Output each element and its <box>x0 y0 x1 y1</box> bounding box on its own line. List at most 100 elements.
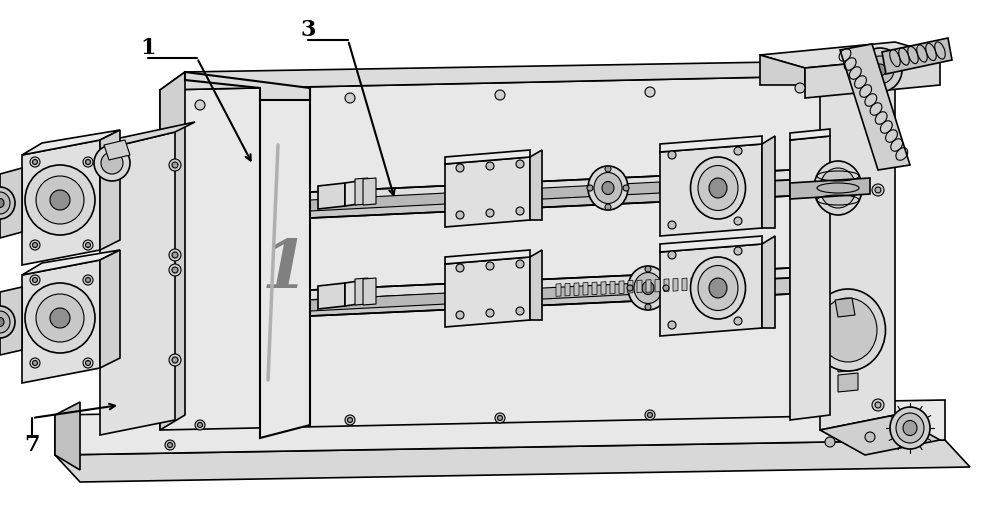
Circle shape <box>645 266 651 272</box>
Polygon shape <box>445 157 530 227</box>
Circle shape <box>495 90 505 100</box>
Text: 1: 1 <box>140 37 156 59</box>
Circle shape <box>734 247 742 255</box>
Circle shape <box>456 264 464 272</box>
Polygon shape <box>660 144 762 236</box>
Circle shape <box>456 211 464 219</box>
Polygon shape <box>673 278 678 291</box>
Polygon shape <box>310 180 790 218</box>
Circle shape <box>165 440 175 450</box>
Circle shape <box>83 358 93 368</box>
Circle shape <box>83 240 93 250</box>
Circle shape <box>345 93 355 103</box>
Circle shape <box>668 321 676 329</box>
Polygon shape <box>100 250 120 368</box>
Polygon shape <box>363 278 376 305</box>
Text: 1: 1 <box>262 237 308 303</box>
Polygon shape <box>530 150 542 220</box>
Circle shape <box>498 416 503 420</box>
Circle shape <box>33 160 38 164</box>
Polygon shape <box>55 440 970 482</box>
Circle shape <box>874 64 886 76</box>
Ellipse shape <box>890 407 930 449</box>
Circle shape <box>623 185 629 191</box>
Polygon shape <box>55 400 945 455</box>
Ellipse shape <box>588 166 628 210</box>
Circle shape <box>495 413 505 423</box>
Polygon shape <box>310 170 790 202</box>
Polygon shape <box>310 268 790 300</box>
Circle shape <box>25 165 95 235</box>
Text: 3: 3 <box>300 19 316 41</box>
Circle shape <box>875 402 881 408</box>
Circle shape <box>645 87 655 97</box>
Circle shape <box>872 399 884 411</box>
Circle shape <box>486 162 494 170</box>
Circle shape <box>168 443 173 448</box>
Circle shape <box>668 221 676 229</box>
Polygon shape <box>160 60 895 90</box>
Polygon shape <box>790 178 870 199</box>
Circle shape <box>198 422 203 427</box>
Polygon shape <box>592 282 597 295</box>
Polygon shape <box>691 278 696 291</box>
Polygon shape <box>530 250 542 320</box>
Circle shape <box>50 190 70 210</box>
Polygon shape <box>445 150 530 164</box>
Polygon shape <box>682 278 687 291</box>
Polygon shape <box>601 282 606 294</box>
Polygon shape <box>700 277 705 290</box>
Ellipse shape <box>810 289 886 371</box>
Circle shape <box>865 432 875 442</box>
Circle shape <box>86 160 91 164</box>
Polygon shape <box>820 415 940 455</box>
Circle shape <box>516 207 524 215</box>
Circle shape <box>516 307 524 315</box>
Ellipse shape <box>0 311 10 333</box>
Circle shape <box>83 275 93 285</box>
Circle shape <box>50 308 70 328</box>
Ellipse shape <box>594 172 622 203</box>
Polygon shape <box>355 178 368 205</box>
Circle shape <box>663 285 669 291</box>
Polygon shape <box>345 280 365 306</box>
Circle shape <box>101 152 123 174</box>
Circle shape <box>605 166 611 172</box>
Circle shape <box>30 240 40 250</box>
Polygon shape <box>619 281 624 294</box>
Circle shape <box>86 277 91 282</box>
Polygon shape <box>565 283 570 296</box>
Circle shape <box>797 410 802 415</box>
Polygon shape <box>104 140 130 160</box>
Polygon shape <box>445 257 530 327</box>
Circle shape <box>516 260 524 268</box>
Circle shape <box>172 357 178 363</box>
Circle shape <box>698 282 702 287</box>
Circle shape <box>94 145 130 181</box>
Polygon shape <box>55 402 80 470</box>
Circle shape <box>866 56 894 84</box>
Circle shape <box>30 358 40 368</box>
Circle shape <box>875 97 881 103</box>
Polygon shape <box>882 38 952 74</box>
Polygon shape <box>820 45 930 70</box>
Polygon shape <box>22 140 100 265</box>
Polygon shape <box>835 298 855 317</box>
Polygon shape <box>0 168 22 238</box>
Circle shape <box>30 275 40 285</box>
Polygon shape <box>760 42 940 68</box>
Ellipse shape <box>0 306 15 338</box>
Circle shape <box>668 251 676 259</box>
Circle shape <box>345 415 355 425</box>
Ellipse shape <box>698 165 738 210</box>
Circle shape <box>486 262 494 270</box>
Circle shape <box>668 151 676 159</box>
Circle shape <box>905 427 915 437</box>
Polygon shape <box>660 236 762 252</box>
Ellipse shape <box>602 182 614 195</box>
Polygon shape <box>318 283 345 309</box>
Polygon shape <box>22 260 100 383</box>
Ellipse shape <box>0 199 4 207</box>
Polygon shape <box>22 130 120 155</box>
Circle shape <box>895 432 905 442</box>
